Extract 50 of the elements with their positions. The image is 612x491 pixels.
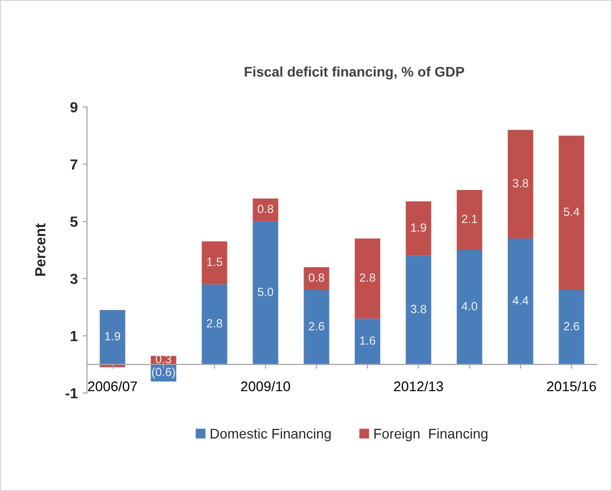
chart-title: Fiscal deficit financing, % of GDP — [244, 66, 464, 80]
y-tick-label: 1 — [70, 331, 78, 342]
data-label: 4.4 — [512, 296, 528, 305]
bar — [558, 136, 584, 290]
x-tick-label: 2015/16 — [547, 381, 596, 392]
bar — [354, 238, 380, 319]
bar — [508, 130, 534, 239]
data-label: 2.6 — [308, 322, 324, 330]
bar — [508, 238, 534, 364]
data-label: 4.0 — [462, 302, 478, 310]
bar — [406, 201, 432, 256]
y-tick-label: 7 — [70, 159, 78, 170]
legend-label: Domestic Financing — [210, 428, 331, 442]
legend-label: Foreign Financing — [374, 428, 488, 442]
y-axis-title: Percent — [35, 223, 46, 276]
bar — [304, 267, 330, 290]
data-label: 2.8 — [206, 319, 222, 328]
bar — [304, 290, 330, 364]
data-label: 3.8 — [410, 304, 426, 314]
data-label: 3.8 — [512, 179, 528, 188]
data-label: 5.0 — [258, 288, 274, 296]
data-label: 1.5 — [207, 258, 222, 266]
data-label: 0.8 — [308, 273, 324, 282]
data-label: 5.4 — [564, 208, 580, 216]
data-label: 1.9 — [105, 332, 120, 340]
bar — [252, 198, 278, 222]
y-tick-label: -1 — [66, 388, 78, 398]
bar — [354, 318, 380, 364]
bar — [456, 190, 482, 250]
data-label: 2.6 — [564, 322, 580, 330]
x-tick-label: 2006/07 — [88, 381, 137, 392]
y-tick-label: 9 — [70, 102, 78, 112]
bar — [202, 241, 228, 284]
bar — [406, 256, 432, 364]
data-label: 2.1 — [462, 214, 478, 224]
bar — [100, 310, 126, 364]
data-label: 0.3 — [156, 354, 172, 364]
x-tick-label: 2009/10 — [241, 381, 290, 392]
data-label: 1.9 — [411, 223, 426, 232]
bar — [558, 290, 584, 364]
data-label: (0.6) — [152, 367, 175, 378]
y-tick-label: 5 — [70, 216, 78, 227]
bar — [456, 250, 482, 364]
data-label: 2.8 — [360, 273, 376, 282]
x-tick-label: 2012/13 — [394, 381, 443, 392]
data-label: 1.6 — [360, 336, 376, 345]
bar — [202, 284, 228, 364]
y-tick-label: 3 — [70, 274, 78, 284]
data-label: 0.8 — [258, 204, 274, 214]
bar — [252, 221, 278, 364]
